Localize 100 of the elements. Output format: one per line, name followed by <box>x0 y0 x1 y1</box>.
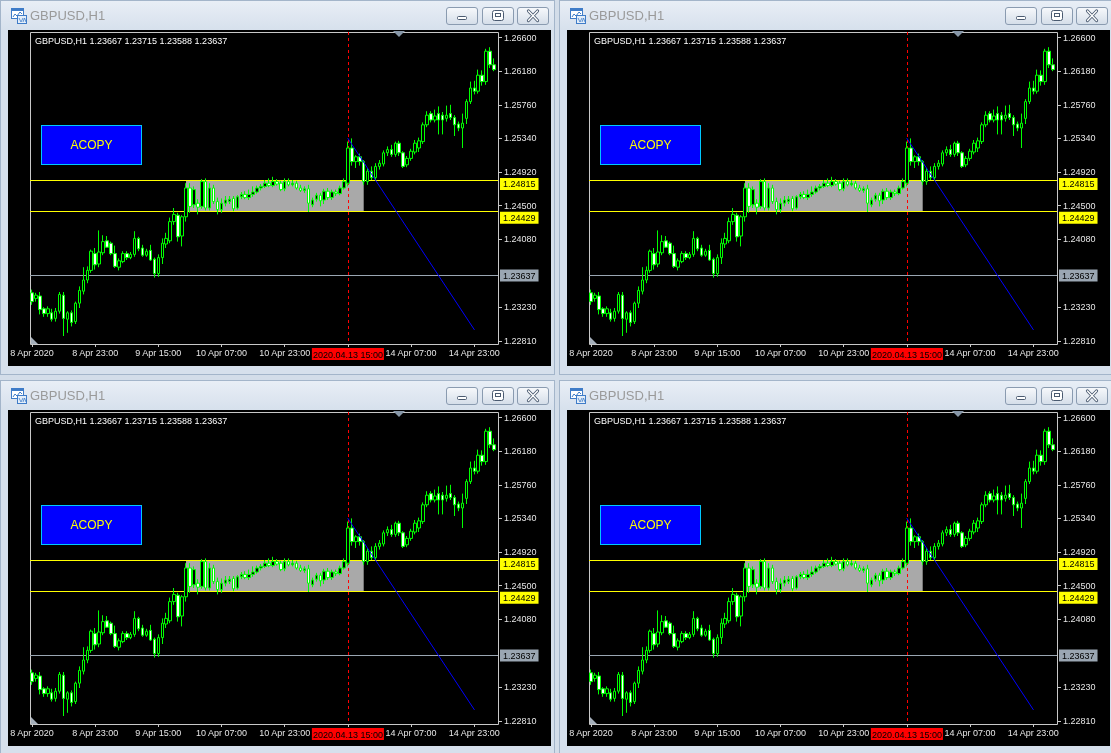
candlestick <box>846 177 849 187</box>
candlestick <box>243 570 247 580</box>
candlestick <box>858 184 861 193</box>
x-tick-label: 14 Apr 23:00 <box>448 727 500 738</box>
candlestick <box>208 182 211 211</box>
y-tick-label: 1.24500 <box>1063 580 1096 591</box>
candlestick <box>476 69 480 95</box>
candlestick <box>125 630 129 641</box>
candlestick <box>204 557 207 591</box>
candlestick <box>953 521 956 538</box>
annotation: ACOPY <box>629 138 672 152</box>
candlestick <box>802 570 806 580</box>
y-tick-label: 1.25340 <box>504 513 537 524</box>
candlestick <box>287 557 290 567</box>
x-tick-label: 10 Apr 07:00 <box>755 347 807 358</box>
candlestick <box>275 178 279 187</box>
candlestick <box>605 685 609 698</box>
ref-line-label: 1.24815 <box>503 559 536 570</box>
chart-subtitle: GBPUSD,H1 1.23667 1.23715 1.23588 1.23637 <box>594 415 787 426</box>
candlestick <box>893 189 897 197</box>
candlestick <box>893 569 897 577</box>
y-tick-label: 1.24080 <box>1063 614 1096 625</box>
ref-line-label: 1.24429 <box>503 212 536 223</box>
y-tick-label: 1.23230 <box>1063 302 1096 313</box>
candlestick <box>461 113 464 149</box>
y-tick-label: 1.24080 <box>504 614 537 625</box>
y-tick-label: 1.25760 <box>504 479 537 490</box>
y-tick-label: 1.26600 <box>1063 32 1096 43</box>
candlestick <box>810 185 814 198</box>
button: ACOPY <box>41 125 142 165</box>
x-tick-label: 14 Apr 23:00 <box>448 347 500 358</box>
candlestick <box>50 688 53 703</box>
x-tick-label: 10 Apr 07:00 <box>196 727 248 738</box>
candlestick <box>878 572 881 587</box>
candlestick <box>461 493 464 529</box>
candlestick <box>621 671 624 717</box>
ref-line-label: 1.23637 <box>503 650 536 661</box>
x-tick-label: 8 Apr 2020 <box>569 727 613 738</box>
x-tick-label: 10 Apr 07:00 <box>755 727 807 738</box>
candlestick <box>319 572 322 587</box>
candlestick <box>605 305 609 318</box>
x-tick-label: 10 Apr 23:00 <box>818 347 870 358</box>
candlestick <box>394 521 397 538</box>
candlestick <box>850 179 853 187</box>
candlestick <box>941 149 944 167</box>
candlestick <box>322 188 326 205</box>
ref-line-label: 1.23637 <box>1062 650 1095 661</box>
x-tick-label: 14 Apr 07:00 <box>385 727 437 738</box>
candlestick <box>319 192 322 207</box>
candlestick <box>597 291 601 315</box>
y-tick-label: 1.24920 <box>1063 547 1096 557</box>
candlestick <box>850 559 853 567</box>
candlestick <box>255 185 259 195</box>
candlestick <box>818 563 822 571</box>
ref-line-label: 1.24815 <box>1062 559 1095 570</box>
candlestick <box>295 180 298 191</box>
y-tick-label: 1.26180 <box>1063 446 1096 457</box>
candlestick <box>263 179 267 189</box>
y-tick-label: 1.26180 <box>504 446 537 457</box>
x-tick-label: 14 Apr 23:00 <box>1007 347 1059 358</box>
y-tick-label: 1.22810 <box>504 335 537 346</box>
candlestick <box>822 559 826 569</box>
candlestick <box>279 180 283 192</box>
candlestick <box>814 185 818 195</box>
candlestick <box>905 521 909 567</box>
candlestick <box>476 449 480 475</box>
candlestick <box>394 141 397 158</box>
x-tick-label: 8 Apr 23:00 <box>72 347 119 358</box>
candlestick <box>834 178 838 187</box>
candlestick <box>806 189 810 201</box>
candlestick <box>684 250 688 261</box>
y-tick-label: 1.24920 <box>504 547 537 557</box>
candlestick <box>814 565 818 575</box>
candlestick <box>933 542 936 561</box>
candlestick <box>881 188 885 205</box>
y-tick-label: 1.23230 <box>504 302 537 313</box>
x-tick-label: 8 Apr 23:00 <box>631 727 678 738</box>
candlestick <box>97 229 101 268</box>
candlestick <box>299 564 302 573</box>
candlestick <box>842 557 845 572</box>
candlestick <box>834 558 838 567</box>
candlestick <box>810 565 814 578</box>
candlestick <box>322 568 326 585</box>
x-tick-label: 14 Apr 07:00 <box>385 347 437 358</box>
candlestick <box>251 565 255 578</box>
candlestick <box>125 250 129 261</box>
candlestick <box>692 610 695 638</box>
candlestick <box>346 521 350 567</box>
x-tick-label: 2020.04.13 15:00 <box>312 349 383 360</box>
candlestick <box>200 558 204 590</box>
y-tick-label: 1.25760 <box>1063 479 1096 490</box>
x-tick-label: 8 Apr 2020 <box>569 347 613 358</box>
candlestick <box>291 179 294 187</box>
candlestick <box>204 177 207 211</box>
candlestick <box>802 190 806 200</box>
candlestick <box>484 48 488 86</box>
candlestick <box>259 563 263 571</box>
candlestick <box>1043 48 1047 86</box>
candlestick <box>795 194 798 211</box>
candlestick <box>374 542 377 561</box>
